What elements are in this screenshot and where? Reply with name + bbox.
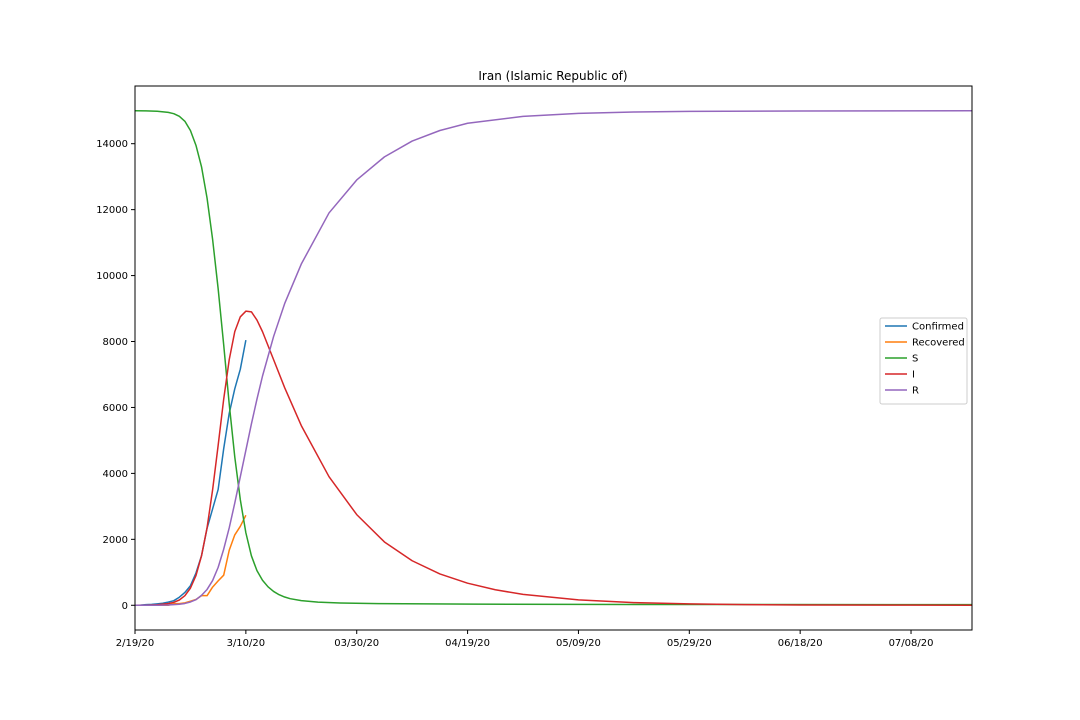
series-layer (134, 109, 973, 607)
x-tick-label: 06/18/20 (778, 638, 823, 649)
y-axis: 0 2000 4000 6000 8000 10000 12000 14000 (96, 139, 135, 612)
x-tick-label: 2/19/20 (116, 638, 155, 649)
legend-label-recovered: Recovered (912, 338, 965, 349)
y-tick-label: 8000 (103, 337, 128, 348)
y-tick-label: 12000 (96, 205, 128, 216)
plot-frame (134, 85, 973, 631)
legend-label-s: S (912, 354, 918, 365)
series-line-i (134, 310, 973, 606)
x-tick-label: 05/09/20 (556, 638, 601, 649)
x-tick-label: 07/08/20 (889, 638, 934, 649)
x-tick-label: 03/30/20 (334, 638, 379, 649)
x-tick-label: 05/29/20 (667, 638, 712, 649)
legend-label-r: R (912, 386, 919, 397)
y-tick-label: 4000 (103, 469, 128, 480)
x-tick-label: 04/19/20 (445, 638, 490, 649)
y-tick-label: 2000 (103, 535, 128, 546)
legend-label-i: I (912, 370, 915, 381)
legend: Confirmed Recovered SIR (879, 317, 968, 405)
series-line-s (134, 109, 973, 606)
y-tick-label: 14000 (96, 139, 128, 150)
y-tick-label: 6000 (103, 403, 128, 414)
x-axis: 2/19/20 3/10/20 03/30/20 04/19/20 05/09/20 05… (116, 630, 934, 649)
series-line-r (134, 109, 973, 607)
y-tick-label: 10000 (96, 271, 128, 282)
legend-label-confirmed: Confirmed (912, 322, 964, 333)
x-tick-label: 3/10/20 (227, 638, 266, 649)
chart-title: Iran (Islamic Republic of) (478, 69, 627, 83)
legend-box (879, 317, 968, 405)
y-tick-label: 0 (122, 601, 128, 612)
